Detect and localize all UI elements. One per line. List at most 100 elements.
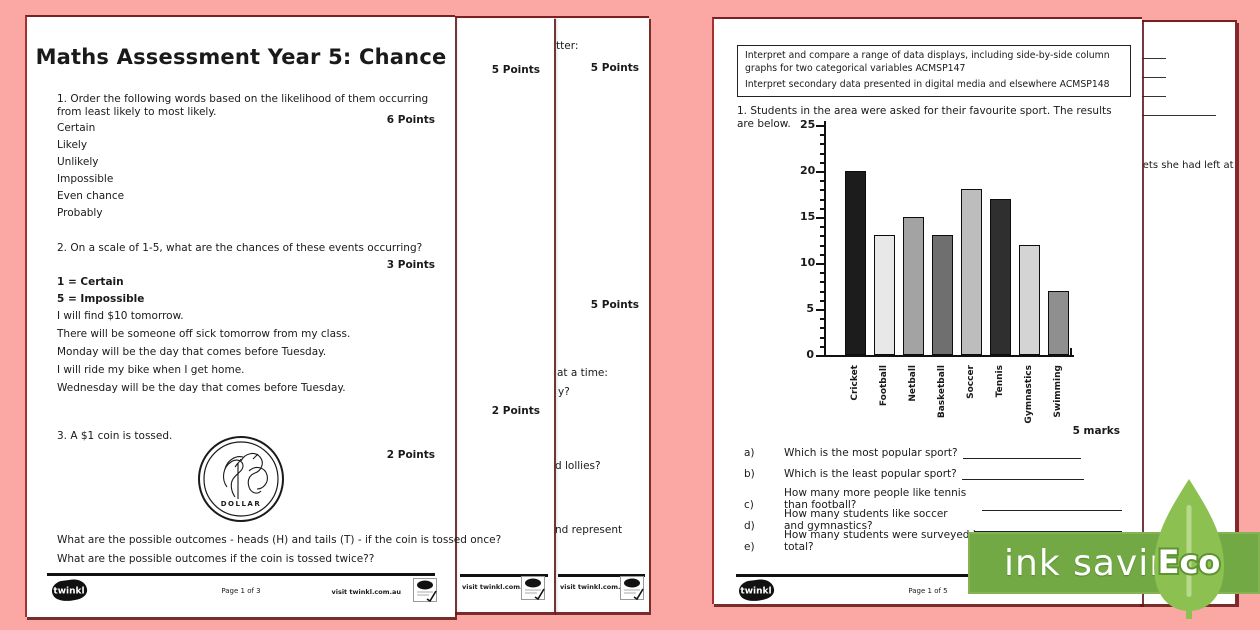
question-label: c) xyxy=(744,499,754,511)
question-2-text: 2. On a scale of 1-5, what are the chanc… xyxy=(57,242,423,254)
y-tick-3 xyxy=(820,327,824,330)
q2-event-5: Wednesday will be the day that comes bef… xyxy=(57,382,346,394)
bar-football xyxy=(874,235,895,355)
question-text: How many students were surveyed in total… xyxy=(784,529,983,553)
xlabel-gymnastics: Gymnastics xyxy=(1024,365,1034,424)
y-tick-24 xyxy=(820,134,824,137)
bar-soccer xyxy=(961,189,982,355)
y-tick-18 xyxy=(820,189,824,192)
xlabel-cricket: Cricket xyxy=(850,365,860,401)
curriculum-standards-box: Interpret and compare a range of data di… xyxy=(737,45,1131,97)
question-text: Which is the most popular sport? xyxy=(784,447,958,459)
coin-question-once: What are the possible outcomes - heads (… xyxy=(57,534,502,546)
question-1-text: 1. Order the following words based on th… xyxy=(57,93,429,119)
answer-line xyxy=(1140,96,1166,98)
y-tick-2 xyxy=(820,336,824,339)
question-text: How many more people like tennis than fo… xyxy=(784,487,967,511)
twinkl-quality-stamp xyxy=(413,578,437,602)
visit-link: visit twinkl.com.au xyxy=(331,588,402,596)
page3-visit-link: visit twinkl.com.au xyxy=(560,583,630,591)
y-tick-6 xyxy=(820,299,824,302)
footer-rule xyxy=(736,574,1136,577)
chart-y-axis xyxy=(824,121,826,357)
xlabel-netball: Netball xyxy=(908,365,918,402)
question-row-a: a) Which is the most popular sport? xyxy=(744,445,1122,459)
q2-event-3: Monday will be the day that comes before… xyxy=(57,346,327,358)
y-tick-14 xyxy=(820,226,824,229)
page2-visit-link: visit twinkl.com.au xyxy=(462,583,532,591)
y-tick-19 xyxy=(820,180,824,183)
question-1-points: 6 Points xyxy=(386,114,435,126)
q1-option-certain: Certain xyxy=(57,122,96,134)
page3-lollies-fragment: d lollies? xyxy=(555,460,601,472)
page2-points-top: 5 Points xyxy=(491,64,540,76)
y-tick-8 xyxy=(820,281,824,284)
chart-x-axis-end-tick xyxy=(1070,348,1072,356)
question-3-text: 3. A $1 coin is tossed. xyxy=(57,430,173,442)
page3-y-fragment: y? xyxy=(558,386,570,398)
answer-line xyxy=(961,466,1084,480)
xlabel-tennis: Tennis xyxy=(995,365,1005,398)
standard-acmsp147: Interpret and compare a range of data di… xyxy=(745,50,1110,74)
q1-option-probably: Probably xyxy=(57,207,103,219)
ytick-label-25: 25 xyxy=(800,118,816,132)
svg-text:Eco: Eco xyxy=(1158,543,1221,581)
worksheet-page-3-sliver: tter: 5 Points 5 Points at a time: y? d … xyxy=(553,16,649,612)
q1-option-impossible: Impossible xyxy=(57,173,114,185)
page3-footer-rule xyxy=(558,574,645,577)
q2-event-4: I will ride my bike when I get home. xyxy=(57,364,245,376)
question-row-c: c) How many more people like tennis than… xyxy=(744,487,1122,511)
page3-points-mid: 5 Points xyxy=(590,299,639,311)
chart-question-text: 1. Students in the area were asked for t… xyxy=(737,105,1112,131)
twinkl-quality-stamp xyxy=(521,576,545,600)
twinkl-quality-stamp xyxy=(620,576,644,600)
y-tick-4 xyxy=(820,318,824,321)
worksheet-page-2-sliver: 5 Points 2 Points visit twinkl.com.au xyxy=(453,16,554,612)
q1-option-unlikely: Unlikely xyxy=(57,156,99,168)
xlabel-football: Football xyxy=(879,365,889,407)
bar-basketball xyxy=(932,235,953,355)
y-tick-7 xyxy=(820,290,824,293)
twinkl-logo: twinkl xyxy=(51,579,88,601)
question-row-d: d) How many students like soccer and gym… xyxy=(744,508,1122,532)
y-tick-12 xyxy=(820,244,824,247)
q2-scale-certain: 1 = Certain xyxy=(57,276,124,288)
y-tick-15 xyxy=(816,217,824,219)
y-tick-5 xyxy=(816,309,824,311)
answer-line xyxy=(974,518,1122,532)
answer-line xyxy=(962,445,1081,459)
behind-page-fragment: lets she had left at xyxy=(1140,160,1234,171)
q1-option-even-chance: Even chance xyxy=(57,190,125,202)
page3-letter-fragment: tter: xyxy=(556,40,579,52)
page-number: Page 1 of 5 xyxy=(908,587,948,595)
coin-question-twice: What are the possible outcomes if the co… xyxy=(57,553,375,565)
page2-footer-rule xyxy=(460,574,548,577)
bar-cricket xyxy=(845,171,866,355)
page2-points-bottom: 2 Points xyxy=(491,405,540,417)
chart-bars xyxy=(845,125,1069,355)
page3-time-fragment: at a time: xyxy=(557,367,608,379)
question-label: e) xyxy=(744,541,755,553)
bar-swimming xyxy=(1048,290,1069,355)
svg-text:twinkl: twinkl xyxy=(53,587,84,597)
ytick-label-10: 10 xyxy=(800,256,816,269)
y-tick-16 xyxy=(820,207,824,210)
question-label: a) xyxy=(744,447,755,459)
question-label: b) xyxy=(744,468,755,480)
y-tick-21 xyxy=(820,161,824,164)
page-title: Maths Assessment Year 5: Chance xyxy=(35,45,447,69)
ytick-label-5: 5 xyxy=(806,302,814,315)
ytick-label-15: 15 xyxy=(800,210,816,223)
y-tick-11 xyxy=(820,253,824,256)
y-tick-0 xyxy=(816,355,824,357)
y-tick-25 xyxy=(816,125,824,127)
svg-text:twinkl: twinkl xyxy=(740,587,771,597)
answer-line xyxy=(982,497,1122,511)
xlabel-basketball: Basketball xyxy=(937,365,947,419)
question-label: d) xyxy=(744,520,755,532)
q2-event-2: There will be someone off sick tomorrow … xyxy=(57,328,351,340)
chart-x-axis xyxy=(822,355,1074,357)
standard-acmsp148: Interpret secondary data presented in di… xyxy=(745,79,1110,91)
y-tick-10 xyxy=(816,263,824,265)
